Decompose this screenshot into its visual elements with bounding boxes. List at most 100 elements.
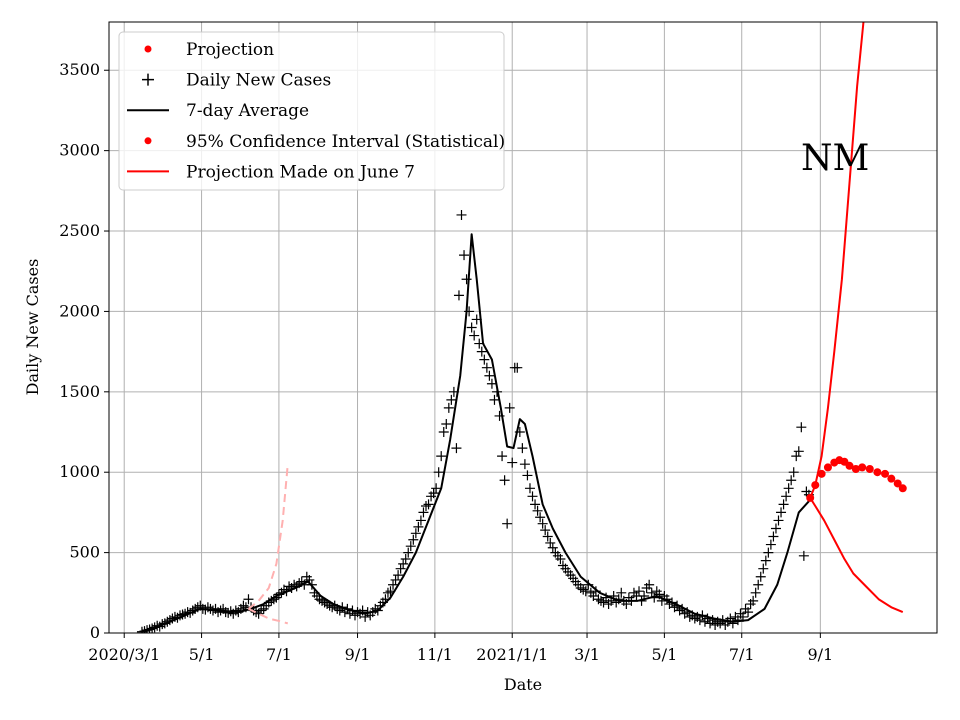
daily-case-marker [238, 600, 249, 611]
daily-case-marker [395, 563, 406, 574]
daily-case-marker [443, 402, 454, 413]
x-tick-label: 2021/1/1 [476, 645, 548, 664]
y-tick-label: 2000 [59, 301, 100, 320]
y-tick-label: 1000 [59, 462, 100, 481]
daily-case-marker [441, 418, 452, 429]
projection-point [817, 469, 826, 478]
projection-point [893, 479, 902, 488]
daily-case-marker [540, 525, 551, 536]
daily-case-marker [783, 483, 794, 494]
region-annotation: NM [801, 138, 869, 179]
daily-case-marker [578, 584, 589, 595]
daily-case-marker [136, 626, 147, 633]
daily-case-marker [547, 542, 558, 553]
daily-case-marker [230, 605, 241, 616]
plot-layer [136, 22, 907, 633]
daily-case-marker [433, 467, 444, 478]
daily-case-marker [489, 394, 500, 405]
projection-point [881, 469, 890, 478]
daily-case-marker [428, 488, 439, 499]
daily-case-marker [484, 370, 495, 381]
daily-case-marker [400, 554, 411, 565]
daily-case-marker [466, 322, 477, 333]
daily-case-marker [446, 394, 457, 405]
projection-point [873, 468, 882, 477]
x-axis-label: Date [504, 675, 542, 694]
daily-case-marker [469, 330, 480, 341]
daily-case-marker [575, 582, 586, 593]
daily-case-marker [388, 579, 399, 590]
x-tick-label: 11/1 [417, 645, 453, 664]
daily-case-marker [438, 427, 449, 438]
daily-case-marker [796, 422, 807, 433]
legend-label: Projection Made on June 7 [186, 162, 415, 182]
daily-case-marker [420, 500, 431, 511]
daily-case-marker [644, 579, 655, 590]
daily-case-marker [415, 515, 426, 526]
projection-point [851, 464, 860, 473]
daily-case-marker [542, 531, 553, 542]
daily-case-marker [202, 602, 213, 613]
projection-point [823, 463, 832, 472]
daily-case-marker [418, 507, 429, 518]
daily-case-marker [243, 594, 254, 605]
daily-case-marker [390, 574, 401, 585]
daily-case-marker [634, 586, 645, 597]
daily-case-marker [405, 541, 416, 552]
y-tick-label: 3000 [59, 141, 100, 160]
daily-case-marker [588, 591, 599, 602]
y-tick-label: 3500 [59, 60, 100, 79]
daily-case-marker [674, 605, 685, 616]
daily-case-marker [750, 587, 761, 598]
daily-case-marker [532, 505, 543, 516]
daily-case-marker [410, 528, 421, 539]
daily-case-marker [451, 443, 462, 454]
daily-case-marker [755, 571, 766, 582]
legend: Projection Daily New Cases 7-day Average 95… [118, 31, 505, 191]
7-day-average-line [141, 233, 810, 633]
legend-box [118, 31, 505, 191]
projection-point [887, 474, 896, 483]
daily-case-marker [398, 558, 409, 569]
x-tick-label: 9/1 [807, 645, 833, 664]
x-tick-label: 9/1 [345, 645, 371, 664]
legend-label: 95% Confidence Interval (Statistical) [186, 132, 505, 152]
y-tick-label: 2500 [59, 221, 100, 240]
x-tick-label: 5/1 [652, 645, 678, 664]
legend-label: 7-day Average [186, 101, 309, 121]
projection-point [865, 464, 874, 473]
daily-case-marker [743, 607, 754, 618]
daily-case-marker [497, 451, 508, 462]
daily-case-marker [781, 491, 792, 502]
daily-case-marker [793, 446, 804, 457]
legend-dot-marker [144, 137, 152, 145]
y-tick-label: 500 [69, 543, 100, 562]
daily-case-marker [535, 512, 546, 523]
daily-case-marker [502, 518, 513, 529]
daily-case-marker [524, 483, 535, 494]
daily-case-marker [595, 595, 606, 606]
legend-dot-marker [144, 45, 152, 53]
daily-case-marker [770, 523, 781, 534]
daily-case-marker [519, 459, 530, 470]
daily-case-marker [423, 499, 434, 510]
daily-case-marker [748, 595, 759, 606]
95-confidence-interval-statistical-upper-line [809, 22, 865, 499]
daily-case-marker [753, 579, 764, 590]
projection-made-on-june-7-line [247, 464, 289, 610]
daily-case-marker [694, 615, 705, 626]
95-confidence-interval-statistical-lower-line [809, 497, 904, 614]
daily-case-marker [413, 521, 424, 532]
legend-label: Daily New Cases [186, 71, 331, 91]
daily-case-marker [689, 613, 700, 624]
daily-case-marker [527, 491, 538, 502]
daily-case-marker [479, 354, 490, 365]
x-tick-label: 5/1 [189, 645, 215, 664]
daily-case-marker [727, 618, 738, 629]
x-tick-label: 7/1 [266, 645, 292, 664]
daily-case-marker [456, 209, 467, 220]
daily-case-marker [431, 483, 442, 494]
daily-case-marker [679, 608, 690, 619]
legend-label: Projection [186, 40, 274, 60]
